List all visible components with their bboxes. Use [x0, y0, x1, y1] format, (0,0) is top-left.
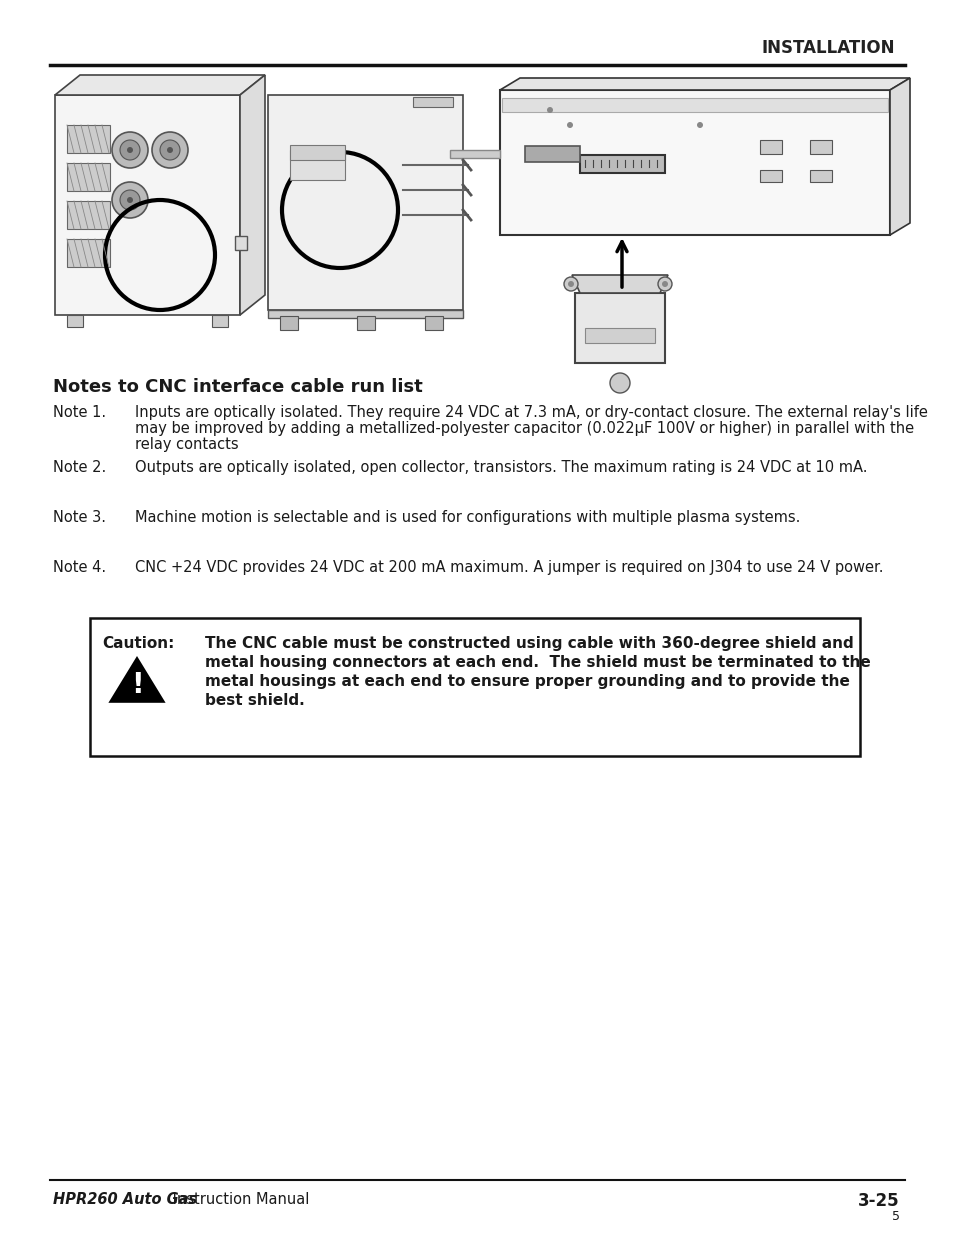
Text: metal housings at each end to ensure proper grounding and to provide the: metal housings at each end to ensure pro… [205, 674, 849, 689]
Circle shape [152, 132, 188, 168]
Text: relay contacts: relay contacts [135, 437, 238, 452]
Text: CNC +24 VDC provides 24 VDC at 200 mA maximum. A jumper is required on J304 to u: CNC +24 VDC provides 24 VDC at 200 mA ma… [135, 559, 882, 576]
Bar [809, 170, 831, 182]
Bar [212, 315, 228, 327]
Bar [584, 329, 655, 343]
Text: metal housing connectors at each end.  The shield must be terminated to the: metal housing connectors at each end. Th… [205, 655, 870, 671]
Bar [67, 201, 110, 228]
Text: may be improved by adding a metallized-polyester capacitor (0.022μF 100V or high: may be improved by adding a metallized-p… [135, 421, 913, 436]
Bar [67, 163, 110, 191]
Circle shape [567, 282, 574, 287]
Text: Inputs are optically isolated. They require 24 VDC at 7.3 mA, or dry-contact clo: Inputs are optically isolated. They requ… [135, 405, 927, 420]
Text: 3-25: 3-25 [858, 1192, 899, 1210]
Circle shape [609, 373, 629, 393]
Text: Caution:: Caution: [102, 636, 174, 651]
Text: 5: 5 [891, 1210, 899, 1223]
Text: Note 4.: Note 4. [53, 559, 106, 576]
Bar [268, 310, 462, 317]
Bar [413, 98, 453, 107]
Bar [67, 125, 110, 153]
Bar [499, 90, 889, 235]
Circle shape [697, 122, 702, 128]
Polygon shape [55, 75, 265, 95]
Bar [424, 316, 442, 330]
Circle shape [167, 147, 172, 153]
Circle shape [566, 122, 573, 128]
Bar [524, 146, 579, 162]
Circle shape [160, 140, 180, 161]
Bar [67, 315, 83, 327]
Text: Instruction Manual: Instruction Manual [168, 1192, 309, 1207]
Circle shape [127, 147, 132, 153]
Circle shape [112, 132, 148, 168]
Polygon shape [109, 656, 166, 703]
Bar [809, 140, 831, 154]
Text: The CNC cable must be constructed using cable with 360-degree shield and: The CNC cable must be constructed using … [205, 636, 853, 651]
Bar [290, 149, 345, 180]
Bar [450, 149, 499, 158]
Text: !: ! [131, 671, 143, 699]
Circle shape [120, 140, 140, 161]
Text: Note 1.: Note 1. [53, 405, 106, 420]
Bar [760, 140, 781, 154]
Polygon shape [889, 78, 909, 235]
Bar [501, 98, 887, 112]
Text: Note 3.: Note 3. [53, 510, 106, 525]
Bar [268, 95, 462, 310]
Text: Outputs are optically isolated, open collector, transistors. The maximum rating : Outputs are optically isolated, open col… [135, 459, 866, 475]
Circle shape [563, 277, 578, 291]
Bar [290, 144, 345, 161]
Bar [234, 236, 247, 249]
Circle shape [658, 277, 671, 291]
Text: INSTALLATION: INSTALLATION [760, 40, 894, 57]
Bar [90, 618, 859, 756]
Text: Note 2.: Note 2. [53, 459, 106, 475]
Bar [356, 316, 375, 330]
Polygon shape [572, 275, 667, 293]
Circle shape [112, 182, 148, 219]
Polygon shape [240, 75, 265, 315]
Circle shape [546, 107, 553, 112]
Text: best shield.: best shield. [205, 693, 304, 708]
Circle shape [661, 282, 667, 287]
Text: Notes to CNC interface cable run list: Notes to CNC interface cable run list [53, 378, 422, 396]
Bar [55, 95, 240, 315]
Text: Machine motion is selectable and is used for configurations with multiple plasma: Machine motion is selectable and is used… [135, 510, 800, 525]
Bar [280, 316, 297, 330]
Bar [579, 156, 664, 173]
Bar [575, 293, 664, 363]
Text: HPR260 Auto Gas: HPR260 Auto Gas [53, 1192, 197, 1207]
Bar [67, 240, 110, 267]
Circle shape [127, 198, 132, 203]
Circle shape [120, 190, 140, 210]
Bar [760, 170, 781, 182]
Polygon shape [499, 78, 909, 90]
